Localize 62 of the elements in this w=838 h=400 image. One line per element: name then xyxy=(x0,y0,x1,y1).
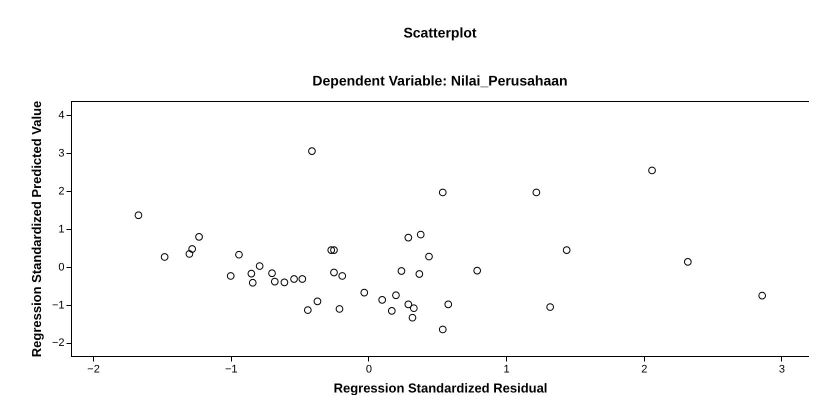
point xyxy=(268,269,276,278)
point xyxy=(256,262,264,270)
point xyxy=(444,300,452,308)
point xyxy=(415,270,424,278)
chart-title: Scatterplot xyxy=(403,24,477,40)
y-tick-label: −1 xyxy=(52,299,64,312)
point xyxy=(330,246,338,254)
x-tick-label: 1 xyxy=(504,364,510,376)
point xyxy=(404,300,412,308)
point xyxy=(562,246,571,254)
point xyxy=(408,314,416,322)
y-tick-label: 0 xyxy=(58,261,64,274)
point xyxy=(378,296,386,304)
point xyxy=(546,303,554,311)
x-tick-label: 2 xyxy=(641,364,648,376)
y-axis-title: Regression Standardized Predicted Value xyxy=(28,100,44,358)
point xyxy=(308,147,316,155)
point xyxy=(226,272,235,280)
y-tick-label: 4 xyxy=(58,110,64,122)
point xyxy=(338,272,346,280)
point xyxy=(410,304,418,312)
point xyxy=(532,188,540,196)
x-tick-label: −2 xyxy=(87,364,100,376)
point xyxy=(438,188,447,196)
x-tick-label: 0 xyxy=(366,364,372,376)
point xyxy=(304,306,312,314)
point xyxy=(388,306,396,315)
point xyxy=(280,278,288,286)
point xyxy=(336,305,344,313)
point xyxy=(684,258,692,266)
point xyxy=(416,230,425,238)
point xyxy=(270,278,279,286)
point xyxy=(360,288,368,296)
y-tick-label: 3 xyxy=(58,147,64,160)
x-axis-title: Regression Standardized Residual xyxy=(334,380,548,396)
point xyxy=(327,246,336,254)
point xyxy=(758,292,766,300)
point xyxy=(290,275,298,283)
y-tick-label: 1 xyxy=(58,223,64,236)
point xyxy=(188,245,196,253)
point xyxy=(298,275,306,283)
point xyxy=(398,267,406,275)
point xyxy=(248,270,256,278)
point xyxy=(235,250,243,259)
y-tick-label: −2 xyxy=(52,337,64,350)
point xyxy=(473,266,482,274)
point xyxy=(392,291,400,300)
point xyxy=(330,268,338,276)
y-tick-label: 2 xyxy=(58,185,64,198)
point xyxy=(425,252,433,260)
point xyxy=(195,233,203,241)
point xyxy=(248,278,257,287)
x-tick-label: −1 xyxy=(224,364,238,376)
chart-subtitle: Dependent Variable: Nilai_Perusahaan xyxy=(312,72,568,88)
point xyxy=(160,253,168,261)
point xyxy=(134,211,142,220)
point xyxy=(648,166,656,174)
x-tick-label: 3 xyxy=(778,364,786,376)
point xyxy=(314,298,322,306)
point xyxy=(404,234,412,242)
point xyxy=(186,250,194,258)
point xyxy=(438,326,447,334)
